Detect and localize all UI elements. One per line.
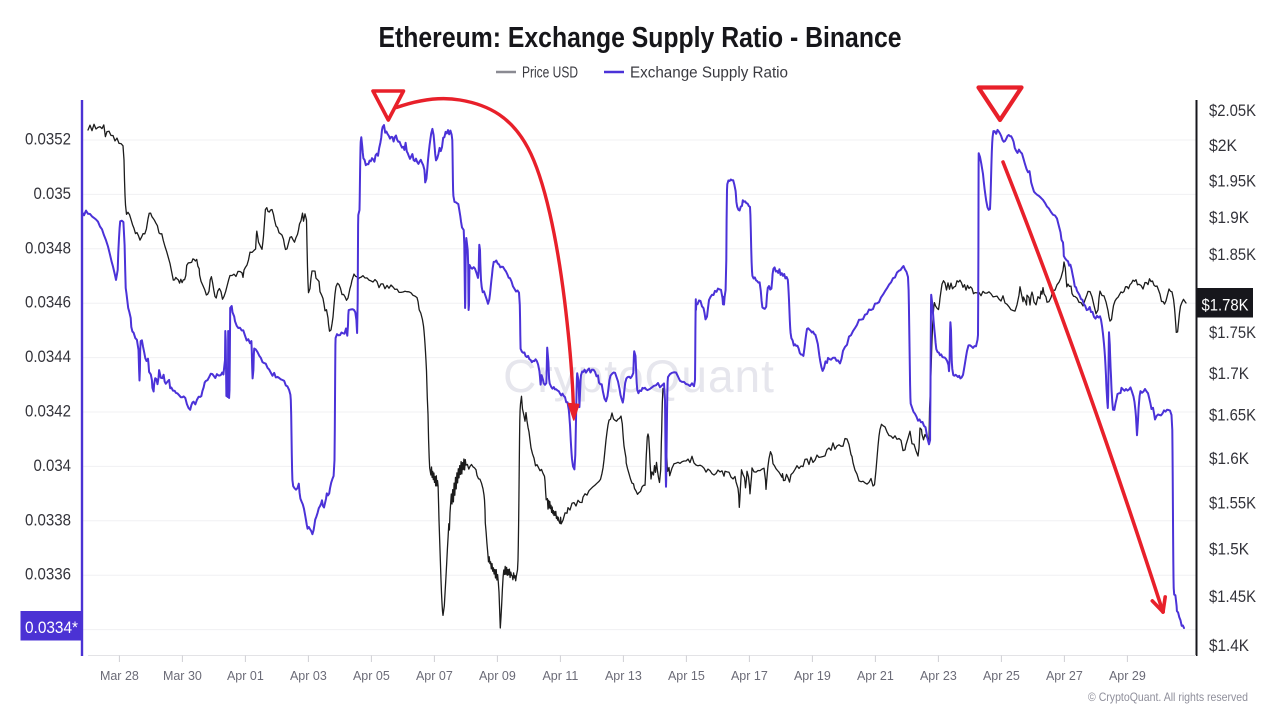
svg-text:Apr 05: Apr 05 (353, 669, 390, 683)
svg-text:Apr 13: Apr 13 (605, 669, 642, 683)
svg-text:$1.45K: $1.45K (1209, 588, 1256, 606)
svg-text:$2K: $2K (1209, 137, 1237, 155)
svg-text:Price USD: Price USD (522, 65, 578, 82)
svg-text:Apr 11: Apr 11 (542, 669, 578, 683)
svg-text:$1.78K: $1.78K (1202, 297, 1249, 315)
svg-text:0.034: 0.034 (34, 457, 72, 475)
svg-text:© CryptoQuant. All rights rese: © CryptoQuant. All rights reserved (1088, 690, 1248, 704)
svg-text:Apr 19: Apr 19 (794, 669, 831, 683)
svg-text:$1.85K: $1.85K (1209, 246, 1256, 264)
svg-text:Apr 07: Apr 07 (416, 669, 453, 683)
svg-text:0.0344: 0.0344 (25, 348, 71, 366)
svg-text:$1.7K: $1.7K (1209, 365, 1249, 383)
svg-text:$1.6K: $1.6K (1209, 450, 1249, 468)
svg-text:Apr 03: Apr 03 (290, 669, 327, 683)
svg-text:Apr 25: Apr 25 (983, 669, 1020, 683)
svg-text:$1.9K: $1.9K (1209, 209, 1249, 227)
svg-text:$1.55K: $1.55K (1209, 494, 1256, 512)
svg-text:0.0336: 0.0336 (25, 566, 71, 584)
svg-text:$1.75K: $1.75K (1209, 324, 1256, 342)
svg-text:$1.65K: $1.65K (1209, 407, 1256, 425)
svg-text:Apr 09: Apr 09 (479, 669, 516, 683)
svg-text:$1.95K: $1.95K (1209, 172, 1256, 190)
svg-text:0.0342: 0.0342 (25, 403, 71, 421)
svg-text:0.0334*: 0.0334* (25, 619, 79, 637)
svg-text:$1.5K: $1.5K (1209, 540, 1249, 558)
svg-text:Exchange Supply Ratio: Exchange Supply Ratio (630, 65, 788, 82)
svg-text:Apr 29: Apr 29 (1109, 669, 1146, 683)
svg-text:0.0348: 0.0348 (25, 239, 71, 257)
svg-text:$1.4K: $1.4K (1209, 637, 1249, 655)
svg-text:Apr 01: Apr 01 (227, 669, 264, 683)
svg-text:Mar 30: Mar 30 (163, 669, 202, 683)
svg-text:Mar 28: Mar 28 (100, 669, 139, 683)
svg-text:Apr 21: Apr 21 (857, 669, 894, 683)
svg-text:$2.05K: $2.05K (1209, 102, 1256, 120)
svg-text:Apr 17: Apr 17 (731, 669, 768, 683)
svg-text:Apr 27: Apr 27 (1046, 669, 1083, 683)
svg-text:Ethereum: Exchange Supply Rati: Ethereum: Exchange Supply Ratio - Binanc… (379, 22, 902, 54)
svg-text:0.0346: 0.0346 (25, 294, 71, 312)
svg-text:Apr 23: Apr 23 (920, 669, 957, 683)
svg-text:Apr 15: Apr 15 (668, 669, 705, 683)
svg-text:0.0338: 0.0338 (25, 511, 71, 529)
svg-text:0.0352: 0.0352 (25, 131, 71, 149)
svg-text:CryptoQuant: CryptoQuant (503, 350, 775, 402)
svg-text:0.035: 0.035 (34, 185, 72, 203)
